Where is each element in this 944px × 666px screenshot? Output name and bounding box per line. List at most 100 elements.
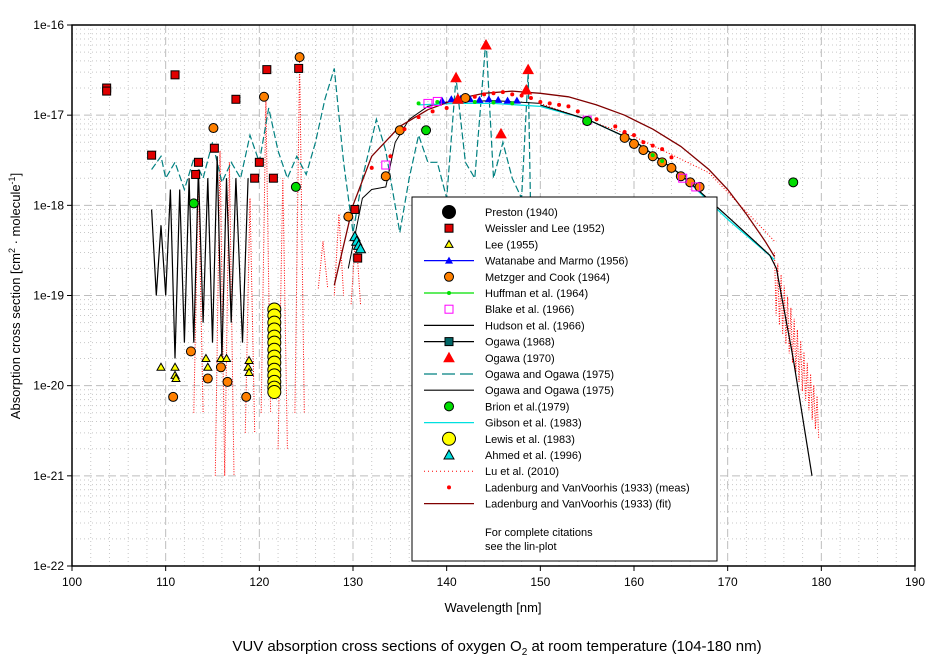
- huffman-et-al-1964-point: [650, 153, 655, 158]
- y-axis-label: Absorption cross section [cm2 · molecule…: [7, 173, 23, 419]
- x-tick-label: 170: [718, 575, 738, 589]
- legend-label: Blake et al. (1966): [485, 304, 574, 316]
- ladenburg-and-vanvoorhis-1933-meas-point: [632, 133, 636, 138]
- lee-1955-point: [170, 362, 180, 371]
- ladenburg-and-vanvoorhis-1933-meas-point: [402, 127, 407, 132]
- legend: Preston (1940) Weissler and Lee (1952) Lee…: [411, 196, 718, 562]
- lee-1955-point: [202, 362, 213, 371]
- legend-item: Watanabe and Marmo (1956): [424, 256, 628, 268]
- metzger-and-cook-1964-point: [185, 346, 196, 357]
- ahmed-et-al-1996-point: [354, 242, 367, 254]
- x-tick-label: 100: [62, 575, 82, 589]
- ladenburg-and-vanvoorhis-1933-meas-point: [528, 96, 533, 101]
- weissler-and-lee-1952-point: [353, 253, 363, 263]
- ogawa-ogawa-1975-dashed-curve: [151, 38, 532, 233]
- ogawa-1970-point: [520, 84, 533, 95]
- legend-marker-icon: [444, 271, 454, 282]
- x-tick-label: 110: [156, 575, 175, 589]
- legend-label: Ahmed et al. (1996): [485, 450, 582, 462]
- ogawa-1970-point: [480, 38, 492, 50]
- legend-item: Blake et al. (1966): [444, 304, 574, 316]
- legend-dot-icon: [447, 291, 451, 295]
- watanabe-and-marmo-1956-point: [484, 95, 493, 103]
- y-tick-label: 1e-19: [33, 289, 64, 303]
- ladenburg-and-vanvoorhis-1933-meas-point: [547, 101, 552, 106]
- legend-item: Preston (1940): [442, 205, 558, 219]
- legend-marker-icon: [444, 223, 454, 233]
- metzger-and-cook-1964-point: [168, 391, 179, 402]
- legend-item: Lewis et al. (1983): [442, 431, 575, 446]
- weissler-and-lee-1952-point: [231, 94, 241, 104]
- ladenburg-and-vanvoorhis-1933-meas-point: [388, 154, 393, 159]
- legend-marker-icon: [443, 351, 455, 363]
- ogawa-ogawa-1975-curve: [540, 104, 813, 476]
- lu-2010-curve: [193, 178, 204, 413]
- weissler-and-lee-1952-point: [294, 63, 304, 73]
- lee-1955-point: [221, 353, 232, 363]
- legend-note: see the lin-plot: [485, 541, 557, 553]
- watanabe-and-marmo-1956-point: [447, 95, 456, 103]
- ladenburg-and-vanvoorhis-1933-meas-point: [641, 140, 646, 145]
- legend-item: Ogawa and Ogawa (1975): [424, 385, 614, 397]
- blake-et-al-1966-point: [381, 160, 391, 170]
- metzger-and-cook-1964-point: [259, 91, 270, 102]
- legend-label: Lee (1955): [485, 239, 538, 251]
- legend-label: Preston (1940): [485, 207, 558, 219]
- ladenburg-and-vanvoorhis-1933-meas-point: [575, 109, 580, 114]
- legend-label: Gibson et al. (1983): [485, 418, 582, 430]
- legend-label: Ogawa (1968): [485, 337, 555, 349]
- legend-label: Lu et al. (2010): [485, 466, 559, 478]
- ladenburg-and-vanvoorhis-1933-meas-point: [566, 104, 571, 109]
- huffman-et-al-1964-point: [435, 99, 440, 104]
- legend-marker-icon: [444, 304, 454, 314]
- lu-2010-curve: [224, 162, 235, 476]
- legend-item: Weissler and Lee (1952): [444, 223, 605, 235]
- lu-2010-curve: [774, 252, 820, 439]
- weissler-and-lee-1952-point: [191, 169, 201, 179]
- blake-et-al-1966-point: [678, 173, 688, 183]
- legend-item: Lee (1955): [444, 239, 538, 251]
- legend-item: Ogawa (1968): [424, 337, 555, 349]
- x-tick-label: 180: [811, 575, 831, 589]
- legend-item: Ogawa and Ogawa (1975): [424, 369, 614, 381]
- legend-label: Hudson et al. (1966): [485, 320, 585, 332]
- legend-label: Lewis et al. (1983): [485, 434, 575, 446]
- legend-label: Ogawa and Ogawa (1975): [485, 385, 614, 397]
- legend-item: Hudson et al. (1966): [424, 320, 585, 332]
- ladenburg-and-vanvoorhis-1933-meas-point: [557, 102, 562, 107]
- blake-et-al-1966-point: [432, 96, 442, 106]
- brion-et-al-1979-point: [421, 125, 432, 136]
- ladenburg-and-vanvoorhis-1933-meas-point: [491, 91, 496, 96]
- y-axis: 1e-16 1e-17 1e-18 1e-19 1e-20 1e-21 1e-22: [33, 18, 72, 573]
- metzger-and-cook-1964-point: [343, 211, 354, 222]
- metzger-and-cook-1964-point: [380, 171, 391, 182]
- legend-label: Ogawa and Ogawa (1975): [485, 369, 614, 381]
- legend-note: For complete citations: [485, 527, 593, 539]
- legend-item: Brion et al.(1979): [444, 401, 569, 413]
- lu-2010-curve: [244, 198, 256, 433]
- watanabe-and-marmo-1956-point: [512, 96, 521, 104]
- legend-label: Weissler and Lee (1952): [485, 223, 605, 235]
- weissler-and-lee-1952-point: [193, 157, 203, 167]
- weissler-and-lee-1952-point: [147, 150, 157, 160]
- ladenburg-and-vanvoorhis-1933-meas-point: [369, 165, 374, 170]
- lee-1955-point: [171, 373, 181, 383]
- ladenburg-and-vanvoorhis-1933-meas-point: [472, 94, 477, 99]
- legend-item: Metzger and Cook (1964): [444, 271, 610, 284]
- legend-label: Ladenburg and VanVoorhis (1933) (meas): [485, 482, 690, 494]
- lee-1955-point: [244, 367, 254, 376]
- weissler-and-lee-1952-point: [209, 143, 219, 153]
- x-tick-label: 140: [437, 575, 457, 589]
- blake-et-al-1966-point: [691, 182, 701, 192]
- chart-title: VUV absorption cross sections of oxygen …: [232, 638, 761, 658]
- legend-item: Ladenburg and VanVoorhis (1933) (meas): [447, 482, 690, 494]
- ladenburg-and-vanvoorhis-1933-meas-point: [430, 109, 435, 114]
- brion-et-al-1979-point: [290, 181, 301, 192]
- ladenburg-and-vanvoorhis-1933-meas-point: [519, 93, 524, 98]
- weissler-and-lee-1952-point: [254, 157, 264, 167]
- legend-square-icon: [444, 337, 454, 347]
- x-tick-label: 150: [530, 575, 550, 589]
- brion-et-al-1979-point: [582, 116, 593, 127]
- metzger-and-cook-1964-point: [666, 162, 677, 173]
